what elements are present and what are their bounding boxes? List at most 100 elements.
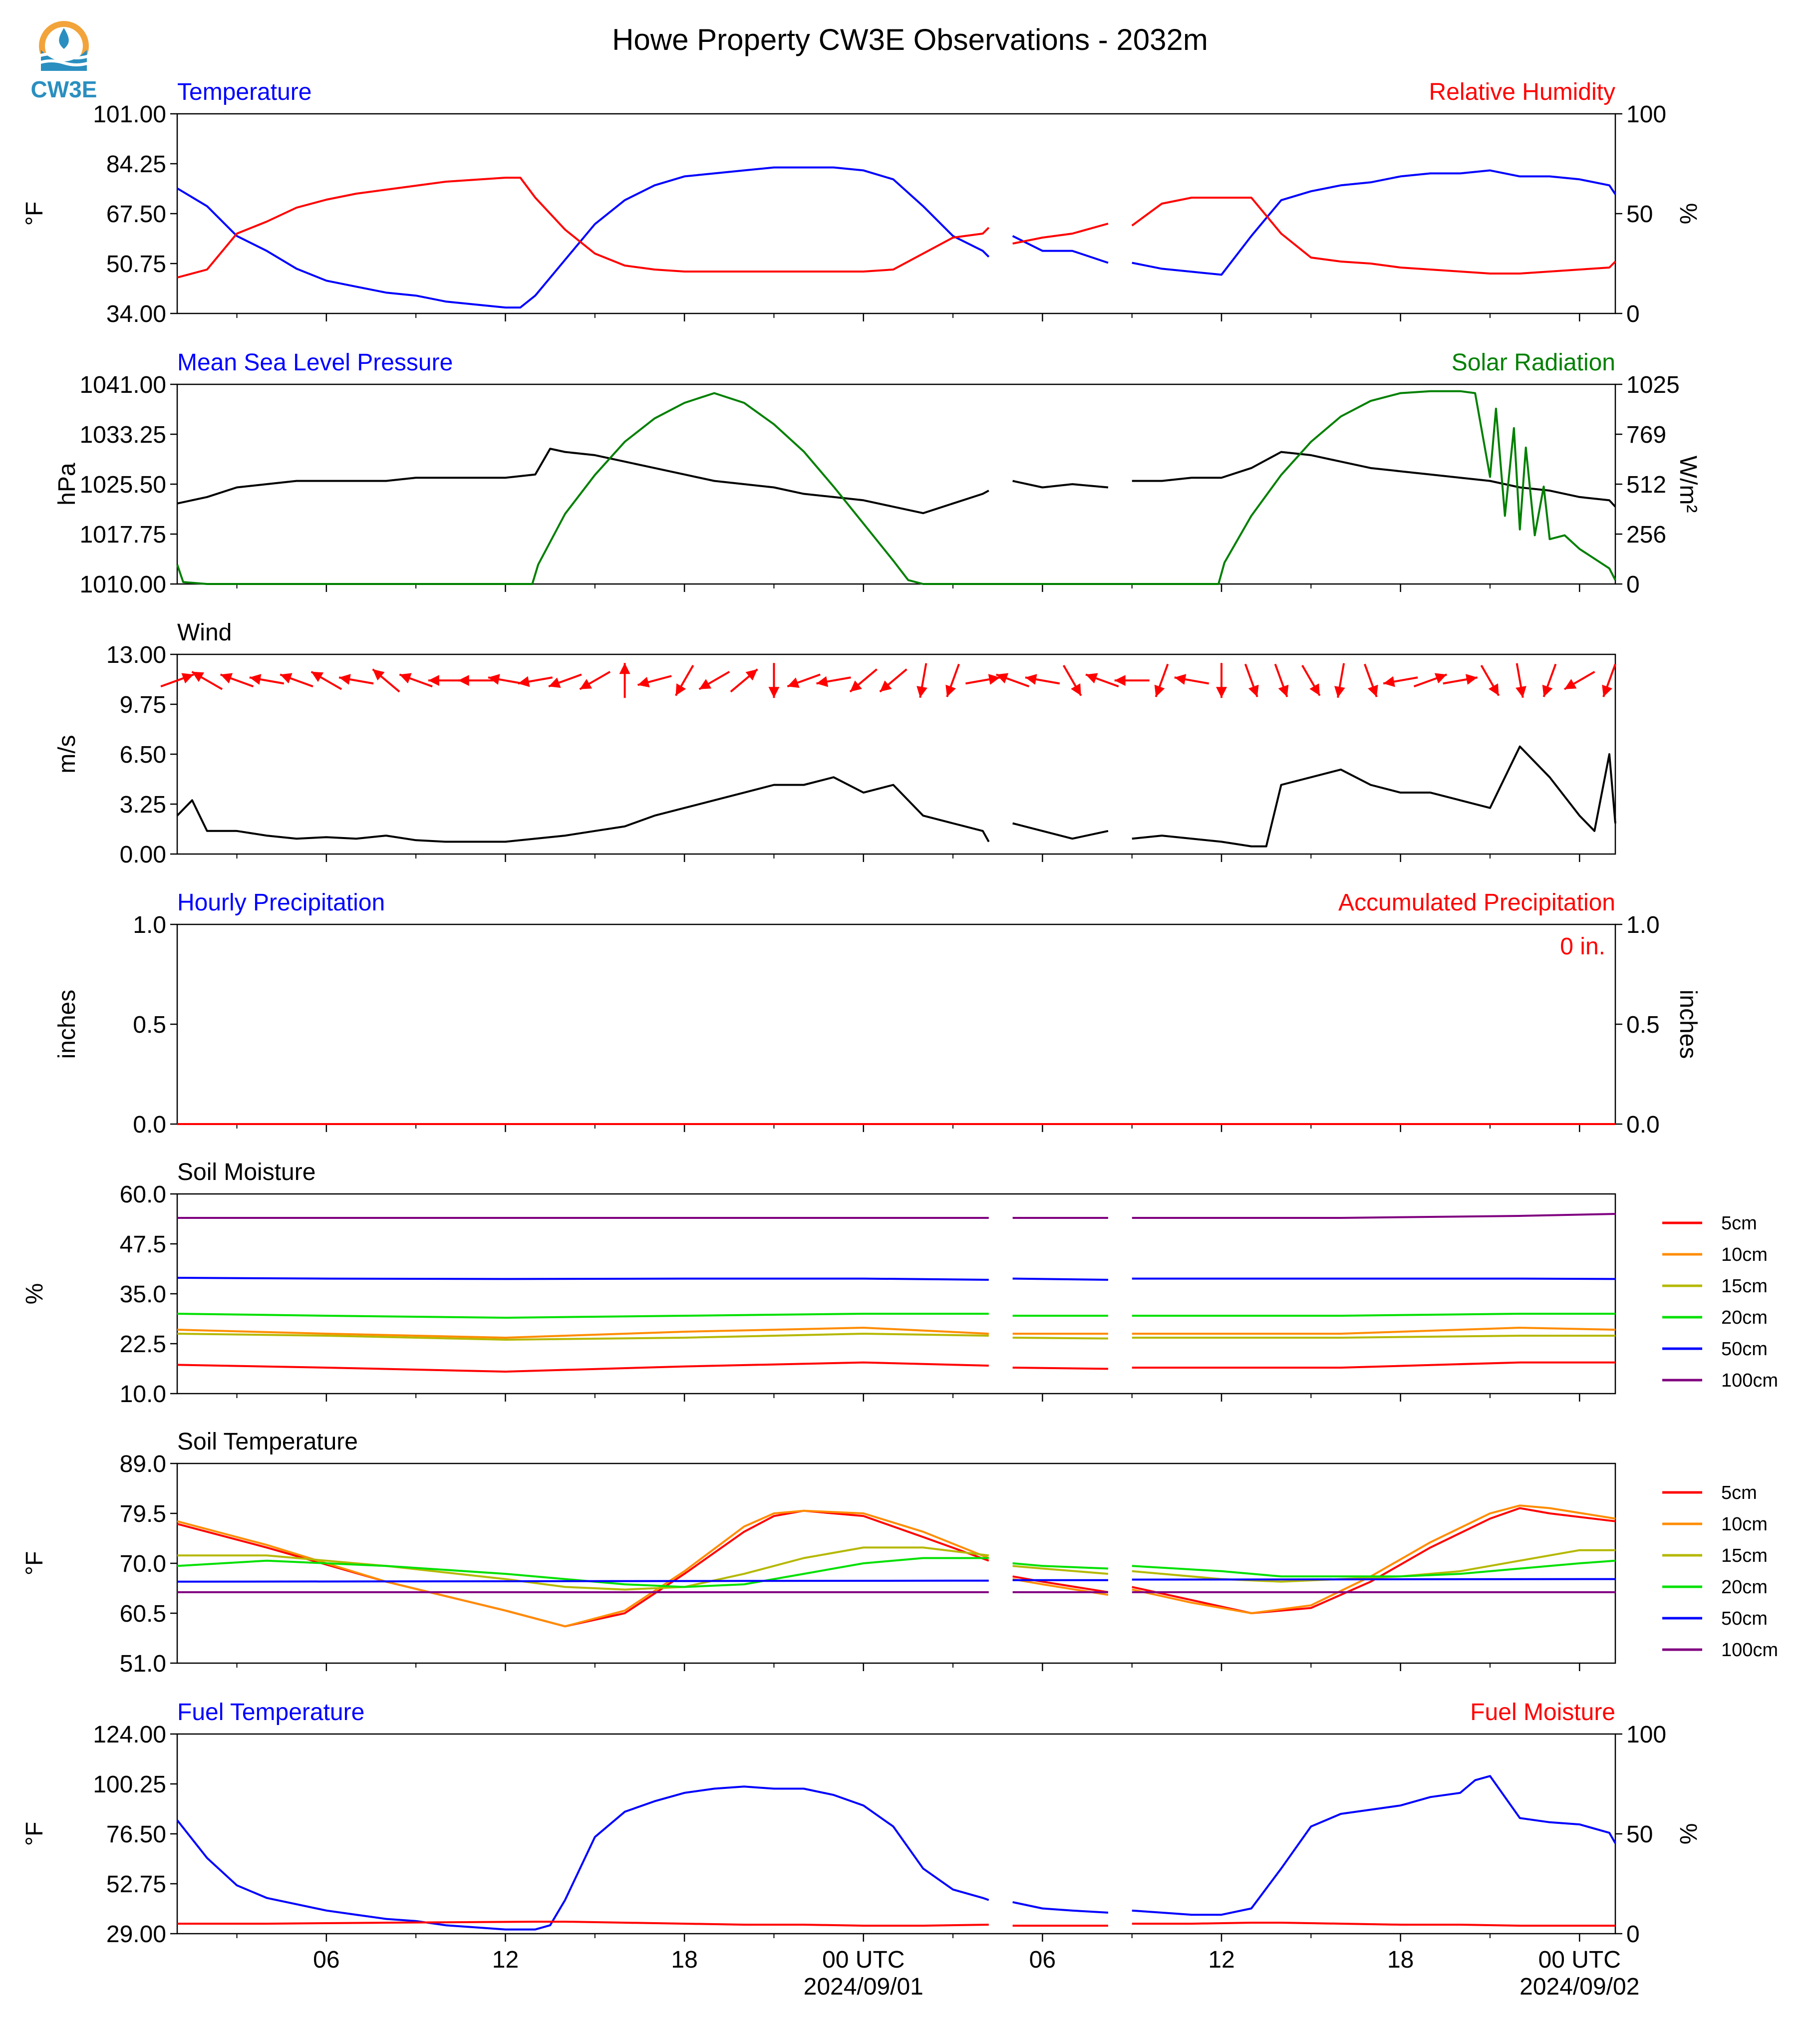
panel-wind: Wind 0.00 3.25 6.50 9.75 13.00 m/s [54,619,1616,868]
wind-arrow-head [1542,684,1553,697]
ytick-label-left: 47.5 [120,1231,166,1258]
wind-arrow [280,673,313,688]
legend-label: 10cm [1721,1244,1768,1265]
legend-item: 10cm [1662,1514,1768,1535]
ytick-label-right: 50 [1626,1821,1653,1848]
precip-total-annotation: 0 in. [1560,933,1605,960]
ytick-label-left: 124.00 [93,1722,166,1748]
wind-arrow [996,673,1030,688]
wind-arrow-head [1564,679,1577,689]
wind-arrow [399,673,433,688]
wind-arrow-head [549,677,561,688]
wind-arrow-head [280,673,293,684]
wind-arrow [1244,663,1259,697]
panel-title-left: Soil Temperature [177,1429,358,1455]
cw3e-logo: CW3E [29,17,99,105]
panel-title-right: Fuel Moisture [1470,1699,1615,1726]
panel-fuel: Fuel Temperature Fuel Moisture 29.00 52.75 7… [21,1699,1701,2000]
ytick-label-left: 60.5 [120,1601,166,1627]
wind-arrow-head [988,674,1000,685]
wind-arrow-head [181,673,194,684]
wind-arrow [879,668,908,693]
ytick-label-left: 10.0 [120,1381,166,1408]
ytick-label-right: 256 [1626,522,1666,548]
series-line-right [176,390,1616,585]
wind-arrow [1563,671,1595,690]
legend-label: 50cm [1721,1608,1768,1629]
xtick-label: 18 [1387,1947,1414,1973]
wind-arrow-head [192,671,205,682]
wind-arrow-head [768,687,780,698]
ylabel-right: % [1675,1823,1701,1845]
panel-soil_temp: Soil Temperature 51.0 60.5 70.0 79.5 89.0 °F 5c… [21,1429,1778,1677]
ytick-label-left: 52.75 [106,1871,166,1898]
wind-arrow-head [1278,684,1289,697]
wind-arrow [816,676,851,687]
wind-arrow-head [1025,674,1037,685]
cw3e-logo-text: CW3E [30,76,97,102]
ytick-label-left: 101.00 [93,101,166,128]
ytick-label-left: 89.0 [120,1451,166,1477]
ytick-label-left: 60.0 [120,1181,166,1208]
wind-arrow [1114,675,1150,686]
wind-arrow [1301,664,1321,696]
legend-label: 10cm [1721,1514,1768,1535]
xtick-label: 00 UTC [1538,1947,1621,1973]
wind-arrow-head [880,680,892,692]
wind-arrow-head [816,676,829,687]
panel-title-right: Accumulated Precipitation [1338,889,1615,916]
panel-temp_rh: Temperature Relative Humidity 34.00 50.75 67… [21,79,1701,327]
ytick-label-right: 100 [1626,1722,1666,1748]
ytick-label-left: 1041.00 [79,372,166,398]
wind-arrow-head [996,673,1009,684]
ytick-label-left: 1025.50 [79,472,166,498]
ytick-label-left: 13.00 [106,642,166,668]
wind-arrow [1413,673,1447,688]
wind-arrow-head [1516,686,1526,698]
wind-arrow [1216,663,1227,698]
legend-label: 20cm [1721,1577,1768,1598]
xtick-label: 12 [1208,1947,1234,1973]
wind-arrow [249,674,285,685]
series-line-20cm [177,1557,1616,1588]
ytick-label-left: 6.50 [120,742,166,768]
wind-arrow-head [1602,684,1612,697]
plot-frame [176,1462,1616,1664]
plot-frame [176,113,1616,314]
panel-title-right: Relative Humidity [1429,79,1615,105]
wind-arrow [945,663,960,697]
wind-arrow [674,664,694,696]
ytick-label-left: 84.25 [106,151,166,178]
ytick-label-left: 79.5 [120,1501,166,1527]
ytick-label-left: 3.25 [120,792,166,818]
series-line-10cm [177,1327,1616,1339]
legend-label: 15cm [1721,1276,1768,1297]
wind-arrow-head [1383,676,1395,687]
wind-arrow [191,671,223,690]
panel-title-left: Fuel Temperature [177,1699,364,1726]
plot-frame [176,653,1616,855]
legend-label: 100cm [1721,1640,1778,1661]
plot-frame [176,383,1616,585]
wind-arrow [1154,663,1169,697]
panel-soil_moisture: Soil Moisture 10.0 22.5 35.0 47.5 60.0% 5cm 10c… [21,1159,1778,1408]
xtick-label: 00 UTC [822,1947,905,1973]
wind-arrow [1516,663,1526,698]
wind-arrow-head [916,686,927,698]
ylabel-right: % [1675,203,1701,225]
ytick-label-left: 34.00 [106,301,166,327]
ytick-label-left: 50.75 [106,251,166,278]
wind-arrow [1334,663,1345,698]
panel-title-right: Solar Radiation [1452,349,1615,376]
wind-arrow [1542,663,1557,697]
ytick-label-left: 70.0 [120,1551,166,1577]
ytick-label-right: 1025 [1626,372,1680,398]
ytick-label-left: 1010.00 [79,572,166,598]
wind-arrow [730,668,758,693]
ytick-label-right: 100 [1626,101,1666,128]
ylabel-right: W/m² [1675,456,1701,513]
wind-arrow [1025,674,1060,685]
series-line-50cm [177,1578,1616,1583]
wind-arrow-head [1154,684,1165,697]
